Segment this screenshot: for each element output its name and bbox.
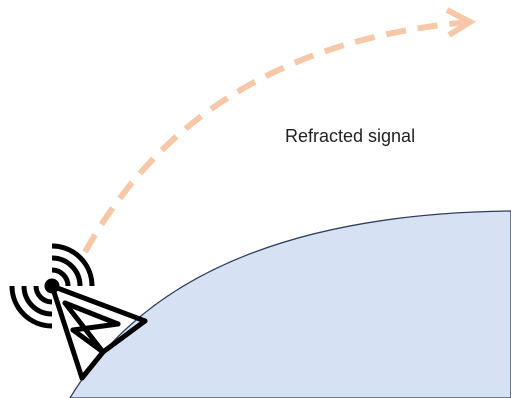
signal-waves-icon (9, 243, 95, 329)
refracted-signal-label: Refracted signal (285, 126, 416, 146)
earth-surface (69, 210, 511, 398)
refracted-signal-path (82, 19, 471, 254)
signal-arrowhead (445, 7, 477, 38)
radio-tower-icon (44, 278, 148, 381)
